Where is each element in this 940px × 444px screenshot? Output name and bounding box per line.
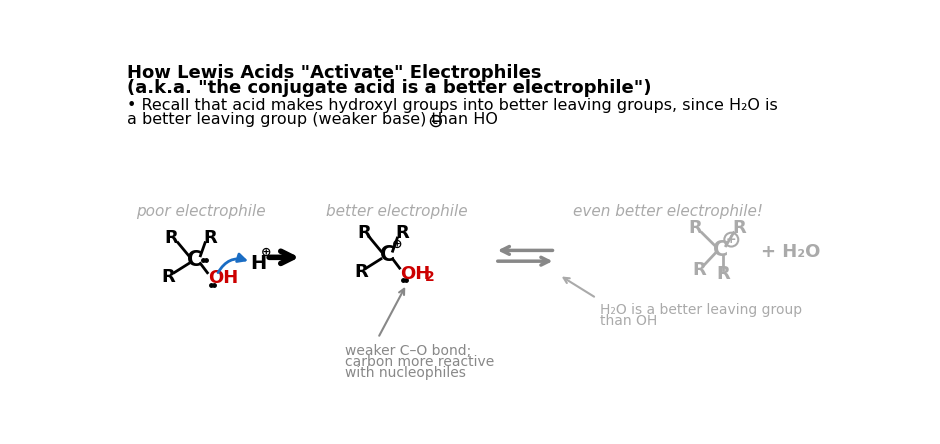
Text: R: R [689, 219, 702, 237]
Text: carbon more reactive: carbon more reactive [345, 355, 494, 369]
Text: than OH: than OH [601, 313, 658, 328]
Text: R: R [354, 263, 368, 281]
Text: OH: OH [208, 269, 239, 287]
Text: R: R [164, 229, 179, 247]
Text: ⊕: ⊕ [392, 238, 402, 251]
Text: weaker C–O bond;: weaker C–O bond; [345, 345, 472, 358]
Text: ⊖: ⊖ [428, 112, 444, 131]
Text: better electrophile: better electrophile [325, 204, 467, 219]
Text: R: R [162, 268, 176, 285]
Text: C: C [713, 240, 728, 260]
Text: a better leaving group (weaker base) than HO: a better leaving group (weaker base) tha… [127, 112, 497, 127]
Text: + H₂O: + H₂O [760, 243, 820, 261]
Text: R: R [732, 219, 746, 237]
Text: OH: OH [400, 265, 431, 282]
Text: poor electrophile: poor electrophile [136, 204, 266, 219]
Text: with nucleophiles: with nucleophiles [345, 366, 466, 380]
Text: R: R [357, 225, 370, 242]
Text: C: C [380, 245, 395, 265]
Text: C: C [187, 250, 203, 270]
Text: even better electrophile!: even better electrophile! [572, 204, 762, 219]
Text: 2: 2 [424, 270, 434, 284]
Text: ⊕: ⊕ [261, 246, 272, 259]
Text: R: R [396, 225, 410, 242]
Text: (a.k.a. "the conjugate acid is a better electrophile"): (a.k.a. "the conjugate acid is a better … [127, 79, 651, 97]
Text: +: + [726, 233, 737, 246]
Text: How Lewis Acids "Activate" Electrophiles: How Lewis Acids "Activate" Electrophiles [127, 64, 541, 82]
Text: H₂O is a better leaving group: H₂O is a better leaving group [601, 303, 803, 317]
Text: R: R [204, 229, 217, 247]
Text: R: R [692, 261, 706, 279]
Text: R: R [716, 265, 730, 283]
Text: H: H [250, 254, 267, 273]
Text: • Recall that acid makes hydroxyl groups into better leaving groups, since H₂O i: • Recall that acid makes hydroxyl groups… [127, 98, 777, 113]
